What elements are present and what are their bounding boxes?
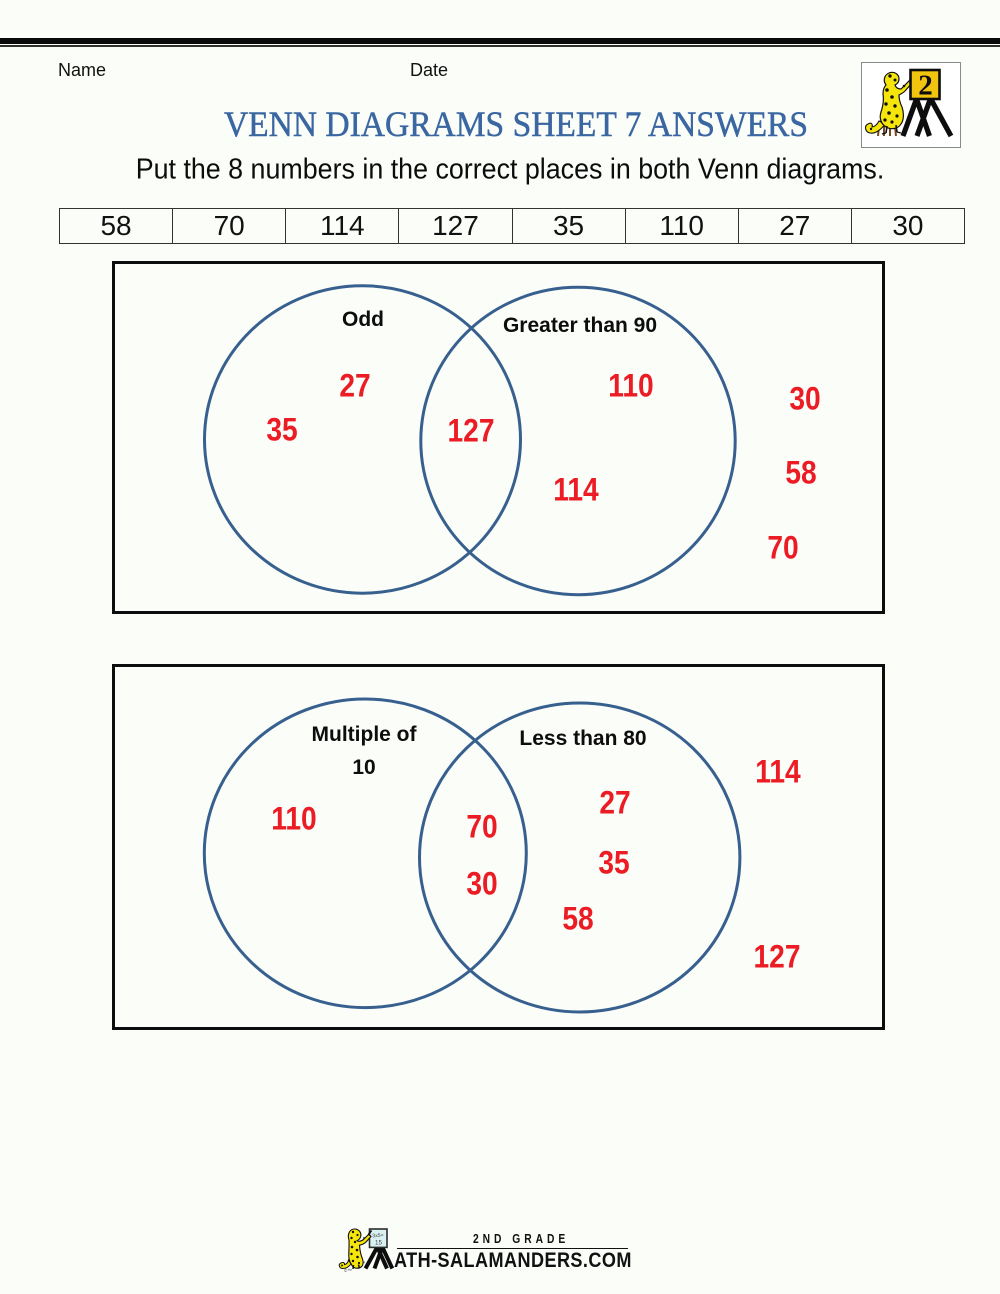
svg-text:15: 15 bbox=[375, 1240, 382, 1247]
svg-text:©™: ©™ bbox=[344, 1267, 352, 1273]
svg-text:2: 2 bbox=[918, 70, 933, 102]
svg-text:3x5=: 3x5= bbox=[372, 1233, 384, 1240]
